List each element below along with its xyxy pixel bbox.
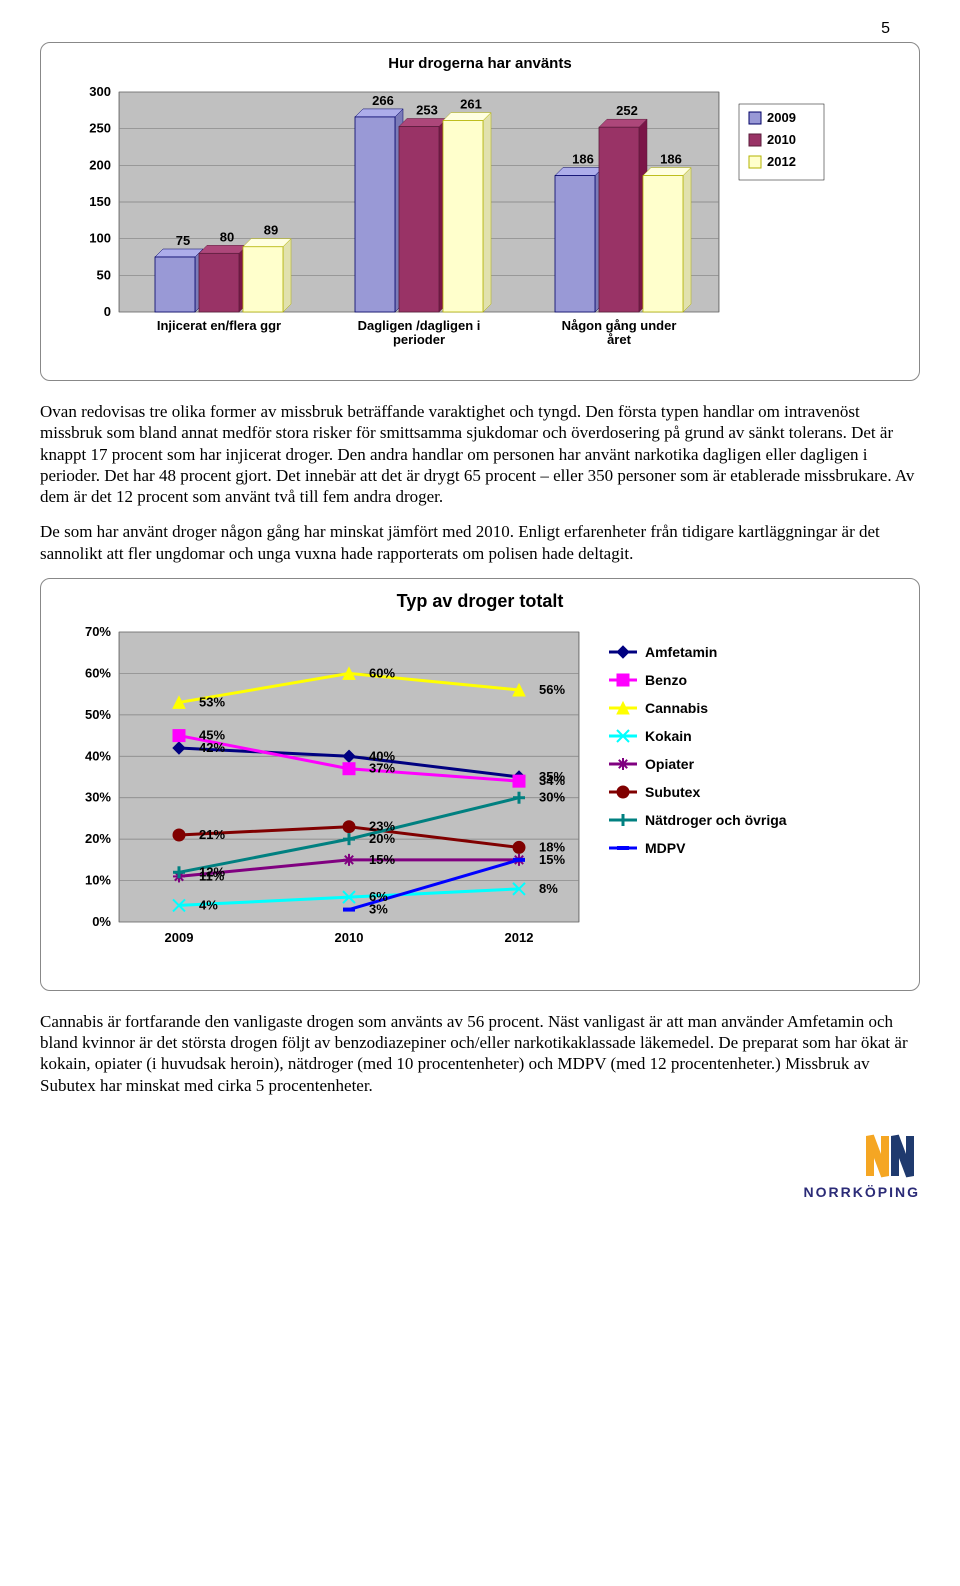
svg-text:Subutex: Subutex — [645, 784, 700, 800]
svg-text:60%: 60% — [85, 665, 111, 680]
svg-text:253: 253 — [416, 102, 438, 117]
svg-text:252: 252 — [616, 103, 638, 118]
svg-text:30%: 30% — [539, 789, 565, 804]
svg-text:Kokain: Kokain — [645, 728, 692, 744]
svg-text:34%: 34% — [539, 773, 565, 788]
svg-text:266: 266 — [372, 93, 394, 108]
svg-text:Benzo: Benzo — [645, 672, 687, 688]
logo-icon — [860, 1126, 920, 1181]
page-number: 5 — [40, 20, 920, 38]
svg-text:perioder: perioder — [393, 332, 445, 347]
svg-text:Amfetamin: Amfetamin — [645, 644, 717, 660]
chart2-svg: 0%10%20%30%40%50%60%70%20092010201253%45… — [59, 622, 879, 972]
svg-text:året: året — [607, 332, 632, 347]
body-section-2: Cannabis är fortfarande den vanligaste d… — [40, 1011, 920, 1096]
logo-text: NORRKÖPING — [40, 1184, 920, 1200]
svg-text:MDPV: MDPV — [645, 840, 686, 856]
svg-text:8%: 8% — [539, 881, 558, 896]
svg-text:4%: 4% — [199, 897, 218, 912]
paragraph-3: Cannabis är fortfarande den vanligaste d… — [40, 1011, 920, 1096]
svg-text:186: 186 — [572, 152, 594, 167]
svg-text:0: 0 — [104, 304, 111, 319]
svg-text:0%: 0% — [92, 914, 111, 929]
svg-text:75: 75 — [176, 233, 190, 248]
svg-text:60%: 60% — [369, 665, 395, 680]
chart2-title: Typ av droger totalt — [59, 591, 901, 612]
chart-drug-usage: Hur drogerna har använts 0 50 100 150 200 250… — [40, 42, 920, 381]
svg-text:40%: 40% — [85, 748, 111, 763]
svg-text:89: 89 — [264, 223, 278, 238]
svg-text:Någon gång under: Någon gång under — [562, 318, 677, 333]
chart1-title: Hur drogerna har använts — [59, 55, 901, 72]
svg-text:250: 250 — [89, 121, 111, 136]
svg-text:56%: 56% — [539, 682, 565, 697]
svg-text:15%: 15% — [369, 852, 395, 867]
svg-text:Dagligen /dagligen i: Dagligen /dagligen i — [358, 318, 481, 333]
svg-text:2009: 2009 — [165, 930, 194, 945]
svg-text:70%: 70% — [85, 624, 111, 639]
body-section-1: Ovan redovisas tre olika former av missb… — [40, 401, 920, 564]
svg-text:261: 261 — [460, 97, 482, 112]
svg-text:53%: 53% — [199, 694, 225, 709]
svg-text:80: 80 — [220, 229, 234, 244]
svg-text:300: 300 — [89, 84, 111, 99]
chart1-svg: 0 50 100 150 200 250 300 75 80 89 Injicerat en/fle… — [59, 82, 879, 362]
svg-text:50%: 50% — [85, 707, 111, 722]
svg-text:2012: 2012 — [767, 154, 796, 169]
svg-text:150: 150 — [89, 194, 111, 209]
svg-text:3%: 3% — [369, 901, 388, 916]
svg-text:Nätdroger och övriga: Nätdroger och övriga — [645, 812, 787, 828]
paragraph-2: De som har använt droger någon gång har … — [40, 521, 920, 564]
svg-text:2010: 2010 — [335, 930, 364, 945]
svg-text:30%: 30% — [85, 789, 111, 804]
paragraph-1: Ovan redovisas tre olika former av missb… — [40, 401, 920, 507]
svg-text:Cannabis: Cannabis — [645, 700, 708, 716]
svg-text:37%: 37% — [369, 760, 395, 775]
svg-text:11%: 11% — [199, 868, 225, 883]
svg-text:15%: 15% — [539, 852, 565, 867]
svg-text:186: 186 — [660, 152, 682, 167]
svg-text:20%: 20% — [369, 831, 395, 846]
svg-text:10%: 10% — [85, 872, 111, 887]
svg-text:200: 200 — [89, 157, 111, 172]
footer-logo: NORRKÖPING — [40, 1126, 920, 1200]
svg-text:2010: 2010 — [767, 132, 796, 147]
svg-text:21%: 21% — [199, 827, 225, 842]
svg-text:100: 100 — [89, 231, 111, 246]
svg-text:2012: 2012 — [505, 930, 534, 945]
svg-text:42%: 42% — [199, 740, 225, 755]
svg-text:Opiater: Opiater — [645, 756, 695, 772]
svg-text:2009: 2009 — [767, 110, 796, 125]
svg-text:20%: 20% — [85, 831, 111, 846]
svg-text:50: 50 — [97, 267, 111, 282]
svg-text:Injicerat en/flera ggr: Injicerat en/flera ggr — [157, 318, 281, 333]
chart-drug-types: Typ av droger totalt 0% 10% 20% 30% 40% 50% 60… — [40, 578, 920, 991]
